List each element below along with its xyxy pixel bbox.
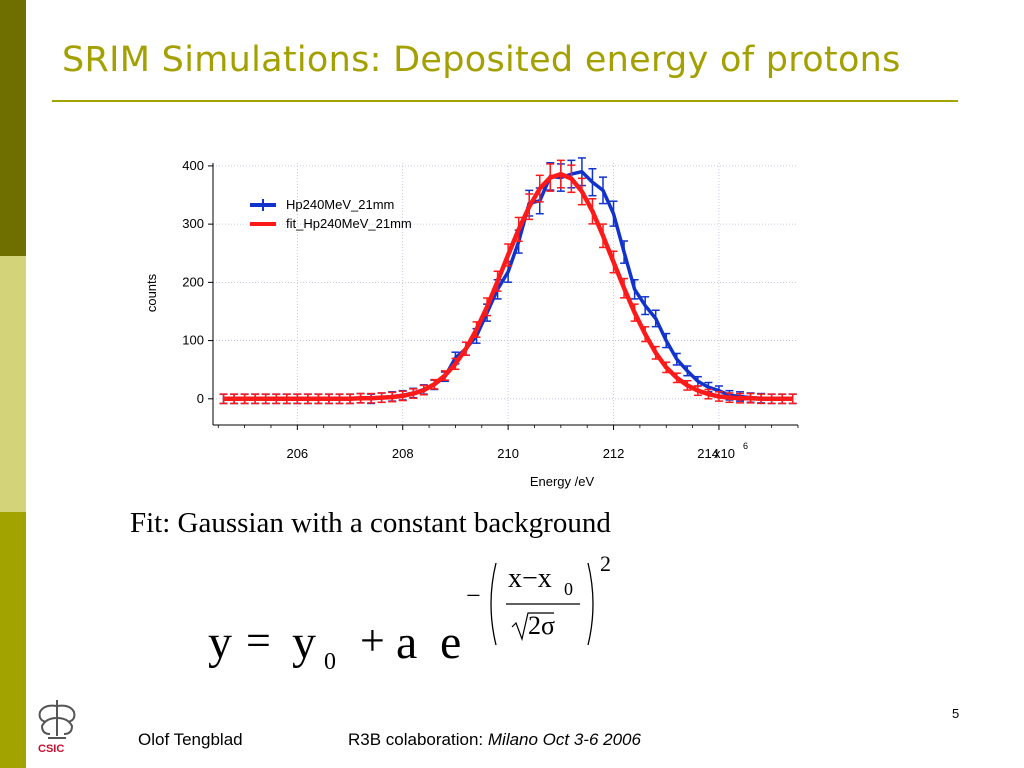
csic-logo	[38, 700, 76, 739]
page-number: 5	[952, 706, 960, 721]
x-axis-label: Energy /eV	[530, 474, 595, 489]
formula-parentheses	[490, 562, 594, 646]
gaussian-formula: y = y 0 + a e − x−x 0 2σ 2	[200, 545, 640, 685]
formula-x0-subscript: 0	[564, 579, 573, 599]
legend-label-fit: fit_Hp240MeV_21mm	[286, 216, 412, 231]
side-bar-bottom	[0, 512, 26, 768]
x-tick-label: 212	[603, 446, 625, 461]
formula-lhs: y	[208, 616, 232, 669]
x-multiplier-label: x10	[714, 446, 735, 461]
csic-logo-text: CSIC	[38, 743, 65, 755]
footer-author: Olof Tengblad	[138, 730, 243, 749]
series-Hp240MeV_21mm	[219, 157, 797, 405]
tick-layer: 0 100 200 300 400 206 208 210 212 214	[182, 158, 799, 461]
formula-exp-minus: −	[466, 581, 481, 610]
formula-exponent: 2	[600, 551, 611, 576]
legend-label-measured: Hp240MeV_21mm	[286, 197, 394, 212]
footer-event-prefix: R3B colaboration:	[348, 730, 484, 749]
series-fit_Hp240MeV_21mm	[219, 159, 797, 405]
energy-spectrum-chart: 0 100 200 300 400 206 208 210 212 214 x10 6 Energ…	[144, 157, 799, 489]
formula-plus: +	[360, 616, 385, 665]
y-tick-label: 100	[182, 333, 204, 348]
formula-e: e	[440, 616, 462, 669]
x-multiplier-exponent: 6	[743, 441, 748, 451]
x-tick-label: 208	[392, 446, 414, 461]
side-bar-middle	[0, 256, 26, 512]
legend: Hp240MeV_21mm fit_Hp240MeV_21mm	[250, 197, 412, 231]
formula-equals: =	[246, 616, 271, 665]
series-line-fit_Hp240MeV_21mm	[223, 171, 793, 402]
formula-numerator: x−x	[508, 563, 552, 594]
slide-title: SRIM Simulations: Deposited energy of pr…	[62, 40, 901, 80]
formula-a: a	[396, 616, 418, 669]
x-tick-label: 206	[286, 446, 308, 461]
title-rule	[52, 100, 958, 102]
formula-y0: y	[292, 616, 316, 669]
footer-event: R3B colaboration: Milano Oct 3-6 2006	[348, 730, 641, 750]
y-tick-label: 300	[182, 216, 204, 231]
formula-denominator: 2σ	[528, 611, 556, 640]
x-tick-label: 210	[497, 446, 519, 461]
footer-event-detail: Milano Oct 3-6 2006	[487, 730, 641, 749]
side-bar-top	[0, 0, 26, 256]
series-layer	[219, 157, 797, 405]
y-tick-label: 0	[197, 391, 204, 406]
formula-y0-subscript: 0	[324, 649, 336, 675]
axis-layer	[212, 163, 798, 426]
y-tick-label: 400	[182, 158, 204, 173]
y-tick-label: 200	[182, 274, 204, 289]
x-tick-label: 214	[697, 446, 719, 461]
y-axis-label: counts	[144, 273, 159, 312]
fit-caption: Fit: Gaussian with a constant background	[130, 507, 611, 539]
